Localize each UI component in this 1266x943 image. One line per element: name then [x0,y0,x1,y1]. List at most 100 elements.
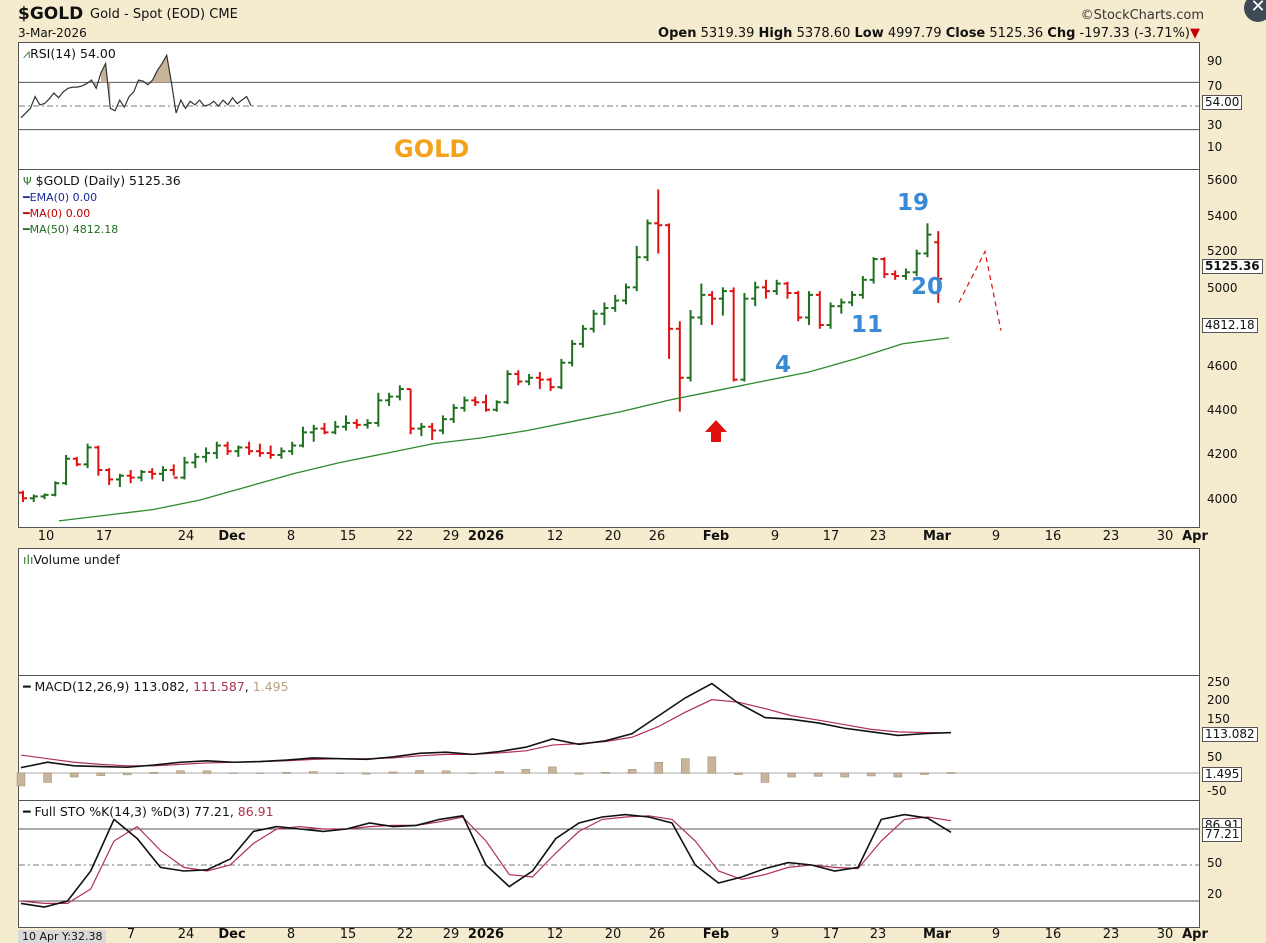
price-tick-4600: 4600 [1207,359,1238,373]
ohlc-bar [29,494,38,503]
high-value: 5378.60 [796,26,851,41]
macd-value-tag: 113.082 [1202,727,1258,742]
macd-plot [16,682,1199,787]
low-value: 4997.79 [887,26,942,41]
exchange: CME [209,7,238,22]
gold-title: GOLD [394,135,470,163]
ohlc-bar [880,257,889,278]
ohlc-bar [352,419,361,429]
x-tick-label: 16 [1044,529,1062,544]
x-tick-label: 12 [546,529,564,544]
macd-histogram-bar [787,772,796,778]
legend-price: Ψ $GOLD (Daily) 5125.36 [23,173,181,188]
ohlc-bar [826,302,835,329]
ohlc-bar [525,373,534,386]
macd-histogram-bar [495,771,504,774]
macd-histogram-bar [707,756,717,774]
x-tick-label: 23 [869,529,887,544]
ohlc-bar [137,470,146,482]
x-tick-label: 24 [177,529,195,544]
ohlc-bar [223,441,232,455]
chg-down-icon: ▼ [1190,26,1200,41]
ohlc-bar [105,468,114,486]
ma50-line [58,337,950,522]
x-tick-label: 22 [396,529,414,544]
x-tick-label: 23 [1102,927,1120,942]
x-tick-label: 20 [604,927,622,942]
x-tick-label: Apr [1182,927,1208,942]
macd-histogram-bar [282,772,291,774]
ohlc-bar [234,445,243,457]
macd-tick-200: 200 [1207,693,1230,707]
x-tick-label: 12 [546,927,564,942]
price-tick-5000: 5000 [1207,281,1238,295]
ohlc-bar [600,302,609,326]
ohlc-bar [309,424,318,442]
chg-label: Chg [1047,26,1076,41]
macd-histogram-bar [840,772,849,778]
close-value: 5125.36 [989,26,1044,41]
close-icon[interactable]: ✕ [1244,0,1266,22]
ohlc-bar [805,291,814,326]
ohlc-bar [374,392,383,427]
candle-icon: Ψ [23,175,32,188]
ohlc-bar [858,276,867,299]
sto-d-label: 86.91 [237,804,274,819]
ohlc-bar [848,291,857,307]
ohlc-bar [654,189,663,254]
rsi-overbought-fill [91,55,172,109]
x-tick-label: 2026 [467,529,505,544]
annotation-20: 20 [911,274,944,300]
legend-ema: ━EMA(0) 0.00 [23,191,98,204]
ohlc-bar [395,385,404,401]
price-tick-5200: 5200 [1207,244,1238,258]
sto-k-tag: 77.21 [1202,827,1243,842]
x-tick-label: 8 [286,529,296,544]
macd-histogram-bar [946,772,956,774]
ohlc-bar [40,493,49,500]
macd-histogram-bar [335,772,345,774]
macd-histogram-bar [229,772,238,774]
rsi-icon: ⩘ [23,46,31,61]
annotation-4: 4 [775,352,792,378]
rsi-plot [19,53,1199,131]
x-tick-label: Mar [922,529,952,544]
macd-signal-line [20,699,952,767]
open-label: Open [658,26,697,41]
x-tick-label: 29 [442,529,460,544]
crosshair-readout: 10 Apr Y:32.38 [18,930,107,943]
ohlc-bar [729,287,738,382]
ohlc-bar [718,287,727,316]
ohlc-bar [503,370,512,405]
rsi-tick-10: 10 [1207,140,1223,154]
ohlc-bar [331,421,340,435]
ohlc-bar [482,394,490,412]
ohlc-bar [708,291,717,326]
macd-histogram-bar [760,772,770,783]
ohlc-bar [202,447,211,463]
macd-histogram-bar [43,772,52,783]
macd-histogram-bar [255,772,265,774]
ohlc-bar [406,388,415,435]
x-tick-label: 23 [869,927,887,942]
ohlc-bar [740,293,749,382]
ohlc-bar [621,283,630,305]
macd-histogram-bar [734,772,743,775]
macd-tick-150: 150 [1207,712,1230,726]
x-tick-label: Dec [218,927,246,942]
annotation-19: 19 [897,190,930,216]
ohlc-bar [158,466,167,482]
macd-tick-250: 250 [1207,675,1230,689]
ohlc-bar [62,454,71,486]
instrument-desc: Gold - Spot (EOD) [90,7,206,22]
ohlc-bar [934,231,943,303]
x-tick-label: 22 [396,927,414,942]
ohlc-bar [912,249,921,277]
ohlc-bar [761,279,770,299]
ohlc-bar [126,470,135,484]
symbol-title: $GOLD [18,4,84,24]
macd-histogram-bar [202,770,212,774]
ohlc-bar [449,404,458,423]
volume-label: ılıVolume undef [23,552,120,567]
x-tick-label: 20 [604,529,622,544]
